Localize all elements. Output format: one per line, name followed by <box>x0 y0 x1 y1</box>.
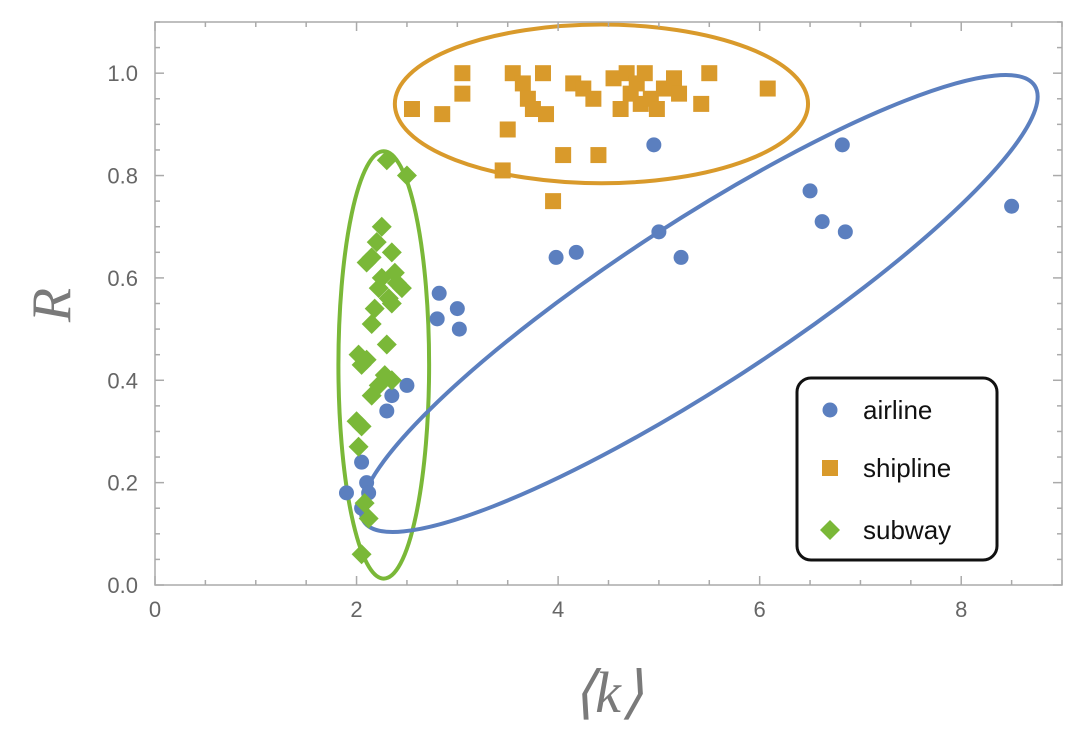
subway-point <box>381 293 402 314</box>
y-tick-label: 0.2 <box>107 471 138 496</box>
subway-point <box>361 313 382 334</box>
x-tick-label: 6 <box>754 597 766 622</box>
shipline-point <box>494 162 511 179</box>
x-tick-labels: 0 2 4 6 8 <box>149 597 967 622</box>
shipline-point <box>585 90 602 107</box>
shipline-point <box>454 65 471 82</box>
shipline-point <box>403 101 420 118</box>
shipline-point <box>648 101 665 118</box>
subway-point <box>358 508 379 529</box>
shipline-point <box>454 85 471 102</box>
subway-point <box>356 349 377 370</box>
subway-point <box>391 278 412 299</box>
shipline-point <box>514 75 531 92</box>
airline-point <box>837 224 853 240</box>
legend-box <box>795 376 999 562</box>
airline-point <box>814 214 830 230</box>
subway-ellipse <box>336 149 432 581</box>
y-tick-label: 1.0 <box>107 61 138 86</box>
airline-point <box>548 249 564 265</box>
shipline-point <box>701 65 718 82</box>
subway-point <box>348 436 369 457</box>
y-axis-title: R <box>21 288 83 323</box>
subway-point <box>351 416 372 437</box>
subway-point <box>381 370 402 391</box>
shipline-point <box>605 70 622 87</box>
subway-point <box>364 298 385 319</box>
shipline-point <box>555 147 572 164</box>
x-axis-title: ⟨k⟩ <box>573 660 644 725</box>
data-points <box>338 65 1020 565</box>
airline-point <box>399 377 415 393</box>
y-tick-label: 0.4 <box>107 368 138 393</box>
subway-point <box>356 252 377 273</box>
y-tick-label: 0.6 <box>107 266 138 291</box>
airline-point <box>354 454 370 470</box>
shipline-point <box>590 147 607 164</box>
subway-point <box>381 242 402 263</box>
subway-point <box>371 216 392 237</box>
x-tick-label: 8 <box>955 597 967 622</box>
legend-label-shipline: shipline <box>863 453 951 483</box>
legend-label-airline: airline <box>863 395 932 425</box>
x-tick-label: 4 <box>552 597 564 622</box>
legend-marker-shipline <box>822 460 838 476</box>
airline-point <box>1004 198 1020 214</box>
shipline-point <box>534 65 551 82</box>
x-tick-label: 0 <box>149 597 161 622</box>
shipline-point <box>693 95 710 112</box>
subway-point <box>354 493 375 514</box>
y-tick-labels: 0.0 0.2 0.4 0.6 0.8 1.0 <box>107 61 138 598</box>
shipline-point <box>666 70 683 87</box>
shipline-point <box>524 101 541 118</box>
legend: airline shipline subway <box>795 376 999 562</box>
legend-label-subway: subway <box>863 515 951 545</box>
shipline-point <box>538 106 555 123</box>
subway-point <box>396 165 417 186</box>
airline-point <box>429 311 445 327</box>
y-tick-label: 0.0 <box>107 573 138 598</box>
shipline-point <box>759 80 776 97</box>
shipline-point <box>545 193 562 210</box>
x-tick-label: 2 <box>350 597 362 622</box>
airline-point <box>449 301 465 317</box>
shipline-point <box>499 121 516 138</box>
airline-point <box>651 224 667 240</box>
airline-point <box>431 285 447 301</box>
legend-marker-subway <box>820 520 840 540</box>
subway-point <box>376 150 397 171</box>
y-tick-label: 0.8 <box>107 164 138 189</box>
airline-point <box>646 137 662 153</box>
airline-point <box>834 137 850 153</box>
shipline-point <box>671 85 688 102</box>
axis-ticks <box>154 21 1063 586</box>
airline-point <box>379 403 395 419</box>
shipline-ellipse <box>392 22 811 186</box>
legend-marker-airline <box>822 402 838 418</box>
shipline-point <box>636 65 653 82</box>
shipline-point <box>612 101 629 118</box>
subway-point <box>376 334 397 355</box>
airline-point <box>338 485 354 501</box>
airline-point <box>802 183 818 199</box>
airline-point <box>384 388 400 404</box>
airline-point <box>451 321 467 337</box>
airline-point <box>568 244 584 260</box>
subway-point <box>351 544 372 565</box>
subway-point <box>366 232 387 253</box>
airline-point <box>673 249 689 265</box>
shipline-point <box>434 106 451 123</box>
